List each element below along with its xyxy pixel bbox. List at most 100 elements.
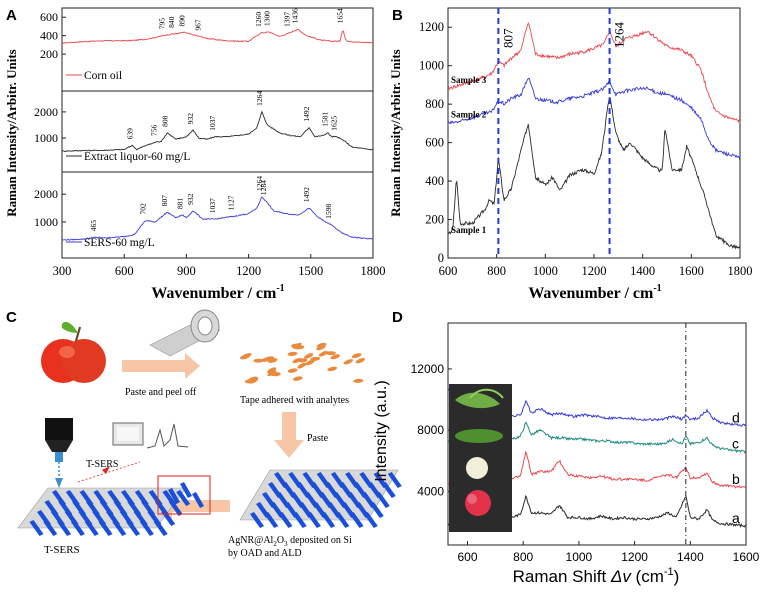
panel-a-peak-label: 932 (186, 113, 195, 125)
analyte-particle (292, 357, 302, 364)
panel-d-ytick-label: 4000 (417, 484, 444, 498)
panel-d-x-axis-label: Raman Shift Δv (cm-1) (513, 566, 680, 586)
panel-b-marker-label: 807 (500, 28, 515, 48)
tsers-substrate-nanorod (153, 520, 168, 536)
agnr-substrate-nanorod (387, 472, 402, 488)
analyte-particle (318, 351, 328, 357)
arrow-paste (274, 412, 304, 458)
panel-a-legend-label: SERS-60 mg/L (84, 237, 155, 249)
panel-b-ytick-label: 800 (425, 97, 444, 111)
panel-a-peak-label: 932 (186, 193, 195, 205)
panel-d-y-axis-label: Intensity (a.u.) (373, 380, 390, 481)
panel-b-series-line-2 (447, 96, 741, 250)
panel-a-peak-label: 1654 (336, 8, 345, 23)
panel-a-peak-label: 1397 (282, 12, 291, 27)
analyte-particle (287, 368, 298, 373)
label-substrate-agnr: AgNR@Al (228, 535, 274, 546)
panel-d-letter: D (392, 309, 403, 326)
panel-d-x-axis-label-italic: Δv (610, 567, 632, 586)
panel-a-letter: A (6, 7, 17, 24)
label-tsers: T-SERS (44, 544, 80, 556)
panel-d-xtick-label: 1200 (621, 550, 648, 564)
panel-a-peak-label: 1598 (324, 203, 333, 218)
panel-b-x-axis-label: Wavenumber / cm-1 (528, 283, 661, 302)
panel-a-peak-label: 1300 (262, 11, 271, 26)
panel-d-xtick-label: 800 (513, 550, 533, 564)
arrow-to-tsers (155, 492, 230, 520)
panel-b-series-label: Sample 1 (451, 225, 487, 235)
analyte-particle (310, 356, 321, 361)
zoom-nanorod (168, 488, 180, 504)
panel-a-peak-label: 1127 (226, 195, 235, 210)
agnr-substrate-nanorod (278, 512, 293, 528)
panel-b-series-label: Sample 3 (451, 75, 487, 85)
panel-d-xtick-label: 1000 (566, 550, 593, 564)
apple-illustration (41, 321, 106, 383)
analyte-particle (294, 345, 305, 350)
panel-a-ytick-label: 600 (40, 10, 58, 24)
analyte-particle (287, 351, 298, 356)
agnr-substrate-nanorod (264, 512, 279, 528)
panel-d-x-axis-label-text: Raman Shift (513, 567, 611, 586)
agnr-substrate-nanorod (292, 512, 307, 528)
panel-a-xtick-label: 600 (115, 264, 134, 278)
analyte-particle (303, 353, 314, 359)
agnr-substrate-nanorod (321, 512, 336, 528)
panel-a-frame (61, 7, 374, 259)
panel-a-peak-label: 1260 (254, 12, 263, 27)
analyte-particle (305, 359, 315, 366)
tsers-substrate-nanorod (43, 520, 58, 536)
panel-b-series-label: Sample 2 (451, 109, 487, 119)
panel-d-x-axis-label-unit: (cm (631, 567, 664, 586)
analyte-particle (330, 354, 340, 360)
panel-d-series-label: c (732, 436, 739, 452)
panel-b-ytick-label: 600 (425, 136, 444, 150)
tsers-substrate-nanorod (57, 520, 72, 536)
panel-a-series-line-0 (61, 28, 374, 44)
laser-arrow (102, 466, 110, 474)
label-paste-peel: Paste and peel off (125, 387, 197, 398)
panel-d-xtick-label: 1400 (677, 550, 704, 564)
panel-a-peak-label: 465 (89, 220, 98, 232)
tsers-substrate-nanorod (84, 520, 99, 536)
panel-d-series-label: b (732, 471, 740, 487)
spectrometer-illustration (45, 418, 73, 488)
panel-a-peak-label: 1264 (255, 91, 264, 106)
panel-b-xtick-label: 600 (439, 264, 458, 278)
panel-d-frame (447, 322, 747, 546)
panel-a-peak-label: 1264 (255, 176, 264, 191)
label-substrate-sub2: 3 (284, 540, 288, 548)
panel-a-ytick-label: 400 (40, 29, 58, 43)
tsers-substrate-nanorod (112, 520, 127, 536)
panel-b-ytick-label: 200 (425, 213, 444, 227)
panel-b-xtick-label: 1000 (533, 264, 558, 278)
zoom-nanorod (180, 482, 192, 498)
panel-d-ytick-label: 8000 (417, 423, 444, 437)
panel-a-peak-label: 840 (167, 16, 176, 28)
panel-a-xtick-label: 1800 (361, 264, 386, 278)
panel-a-x-axis-label: Wavenumber / cm-1 (151, 283, 284, 302)
panel-d-xtick-label: 1600 (733, 550, 760, 564)
agnr-substrate-nanorod (306, 512, 321, 528)
label-paste: Paste (307, 433, 329, 444)
panel-b-xtick-label: 1800 (728, 264, 753, 278)
panel-a-ytick-label: 200 (40, 47, 58, 61)
label-substrate-line1: AgNR@Al2O3 deposited on Si (228, 535, 352, 548)
panel-a: A 200 400 600 795 840 890 967 1260 1300 1397 1436 1… (4, 7, 386, 302)
tsers-substrate-nanorod (126, 520, 141, 536)
panel-a-peak-label: 1037 (208, 198, 217, 213)
panel-b-frame (447, 7, 741, 259)
panel-a-peak-label: 967 (193, 19, 202, 31)
panel-a-peak-label: 808 (160, 115, 169, 127)
analyte-particle (327, 366, 338, 372)
panel-c-letter: C (6, 309, 17, 326)
analyte-particle (297, 362, 307, 369)
tsers-substrate-nanorod (98, 520, 113, 536)
analyte-particle (351, 353, 362, 359)
analyte-particle (253, 358, 264, 363)
analyte-particle (270, 372, 281, 377)
agnr-substrate-nanorod (349, 512, 364, 528)
panel-a-x-axis-label-text: Wavenumber / cm (151, 285, 277, 302)
tape-roll-illustration (149, 309, 221, 357)
